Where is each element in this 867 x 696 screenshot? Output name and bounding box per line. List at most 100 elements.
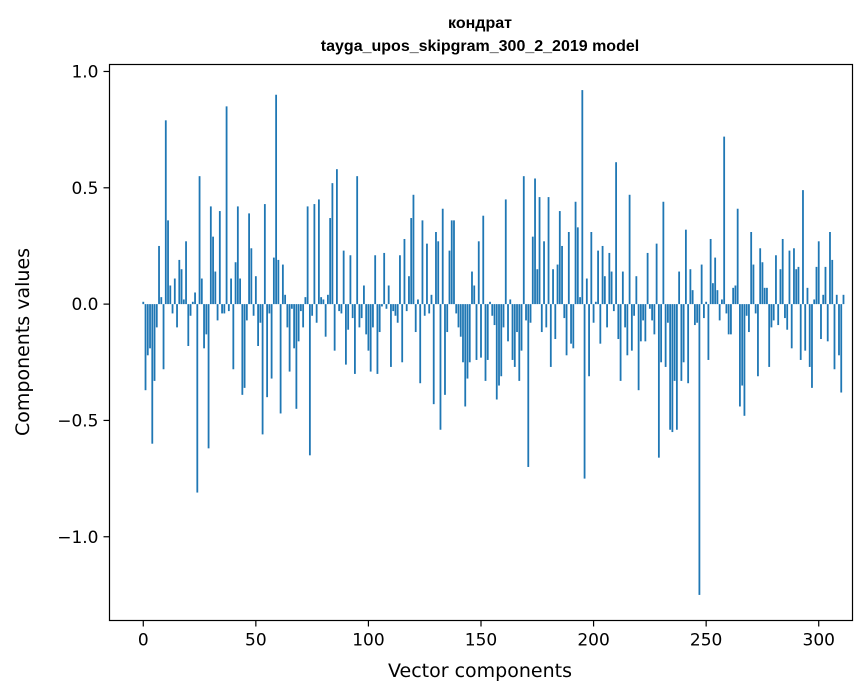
bar [176, 304, 178, 328]
bar [160, 297, 163, 305]
bar [840, 304, 843, 393]
bar [295, 304, 298, 409]
bar [669, 304, 672, 430]
bar [552, 269, 554, 305]
bar [441, 208, 444, 305]
bar [468, 304, 471, 363]
bar [624, 304, 626, 328]
bar [730, 304, 732, 335]
bar [412, 194, 415, 305]
bar [173, 278, 176, 305]
bar [327, 294, 329, 305]
bar [698, 304, 701, 595]
bar [718, 304, 721, 321]
bar [507, 304, 509, 342]
bar [822, 294, 825, 305]
bar [612, 304, 615, 312]
bar [320, 297, 323, 305]
bar [252, 304, 255, 316]
x-tick-label: 100 [352, 631, 384, 651]
bar [430, 294, 433, 305]
bar [421, 220, 424, 305]
bar [399, 255, 401, 305]
bar [261, 304, 264, 435]
bar [212, 236, 214, 305]
bar [308, 304, 311, 456]
bar [811, 304, 813, 388]
bar [597, 250, 599, 305]
bar [473, 285, 476, 305]
bar [743, 304, 746, 416]
bar [466, 304, 469, 379]
bar [657, 304, 660, 458]
bar [232, 304, 235, 370]
bar [664, 304, 667, 367]
bar [635, 276, 638, 305]
x-tick-label: 200 [577, 631, 609, 651]
bar [525, 304, 527, 321]
bar [153, 304, 156, 381]
bar [824, 266, 827, 305]
bar [554, 304, 557, 340]
bar [234, 262, 237, 305]
bar [703, 304, 705, 319]
bar [372, 304, 374, 328]
bar [354, 304, 356, 374]
bar [266, 304, 269, 398]
bar [817, 241, 820, 305]
bar [630, 304, 633, 351]
bar [511, 304, 514, 360]
bar [358, 304, 361, 328]
bar [826, 304, 829, 342]
bar [549, 304, 552, 367]
bar [149, 304, 151, 349]
bar [516, 304, 518, 333]
bar [534, 178, 536, 305]
bar [574, 201, 577, 305]
bar [705, 301, 708, 305]
bar [833, 304, 836, 370]
y-axis-label: Components values [12, 248, 34, 436]
bar [290, 304, 293, 309]
bar [158, 245, 160, 305]
bar [286, 304, 289, 328]
bar [606, 304, 608, 328]
bar [648, 304, 651, 309]
bar [279, 304, 282, 414]
bar [385, 304, 388, 309]
bar [324, 304, 327, 337]
bar [281, 264, 284, 305]
bar [576, 227, 579, 305]
bar [336, 169, 338, 305]
bar [374, 255, 377, 305]
bar [772, 304, 775, 321]
bar [678, 271, 681, 305]
bar [829, 232, 831, 305]
bar [178, 259, 181, 305]
bar [322, 299, 325, 305]
bar [615, 162, 617, 305]
bar [236, 206, 239, 305]
bar [707, 304, 710, 360]
bar [509, 299, 512, 305]
bar [680, 304, 683, 381]
bar [610, 271, 613, 305]
bar [484, 304, 487, 381]
bar [563, 304, 566, 319]
bar [462, 304, 464, 363]
bar [419, 304, 422, 384]
bar [725, 304, 728, 314]
bar [775, 255, 777, 305]
bar [723, 136, 726, 305]
bar [565, 304, 568, 356]
bar [378, 304, 381, 333]
bar [646, 252, 649, 305]
bar [628, 194, 631, 305]
bar [732, 287, 735, 305]
bar [448, 250, 451, 305]
bar [471, 271, 473, 305]
bar [288, 304, 291, 372]
bar [455, 304, 458, 314]
bar [284, 294, 287, 305]
